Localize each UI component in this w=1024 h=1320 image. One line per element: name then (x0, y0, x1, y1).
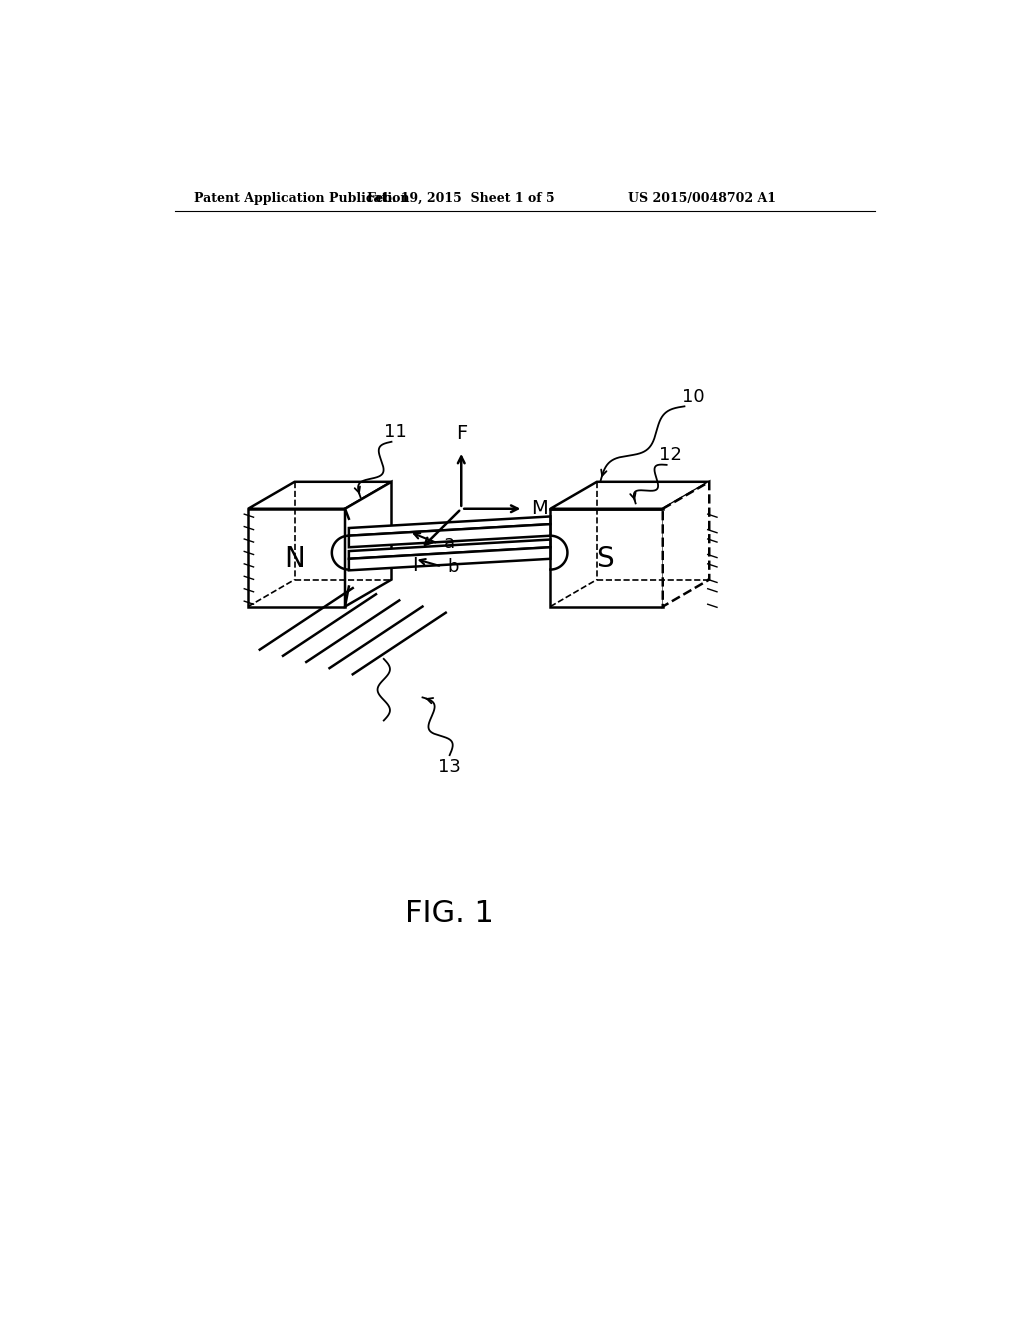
Text: 12: 12 (659, 446, 682, 463)
Polygon shape (663, 482, 710, 607)
Text: I: I (412, 557, 418, 576)
Text: FIG. 1: FIG. 1 (406, 899, 494, 928)
Polygon shape (349, 540, 550, 558)
Polygon shape (248, 482, 391, 508)
Text: 10: 10 (682, 388, 706, 407)
Text: S: S (596, 545, 613, 573)
Polygon shape (349, 524, 550, 548)
Text: Feb. 19, 2015  Sheet 1 of 5: Feb. 19, 2015 Sheet 1 of 5 (368, 191, 555, 205)
Polygon shape (349, 548, 550, 570)
Text: F: F (456, 424, 467, 444)
Text: M: M (531, 499, 548, 519)
Text: 13: 13 (438, 758, 461, 776)
Text: a: a (444, 535, 456, 552)
Text: US 2015/0048702 A1: US 2015/0048702 A1 (628, 191, 776, 205)
Polygon shape (550, 508, 663, 607)
Text: b: b (447, 557, 459, 576)
Polygon shape (349, 516, 550, 536)
Polygon shape (550, 482, 710, 508)
Text: 11: 11 (384, 422, 407, 441)
Polygon shape (248, 508, 345, 607)
Polygon shape (345, 482, 391, 607)
Text: Patent Application Publication: Patent Application Publication (194, 191, 410, 205)
Text: N: N (285, 545, 305, 573)
